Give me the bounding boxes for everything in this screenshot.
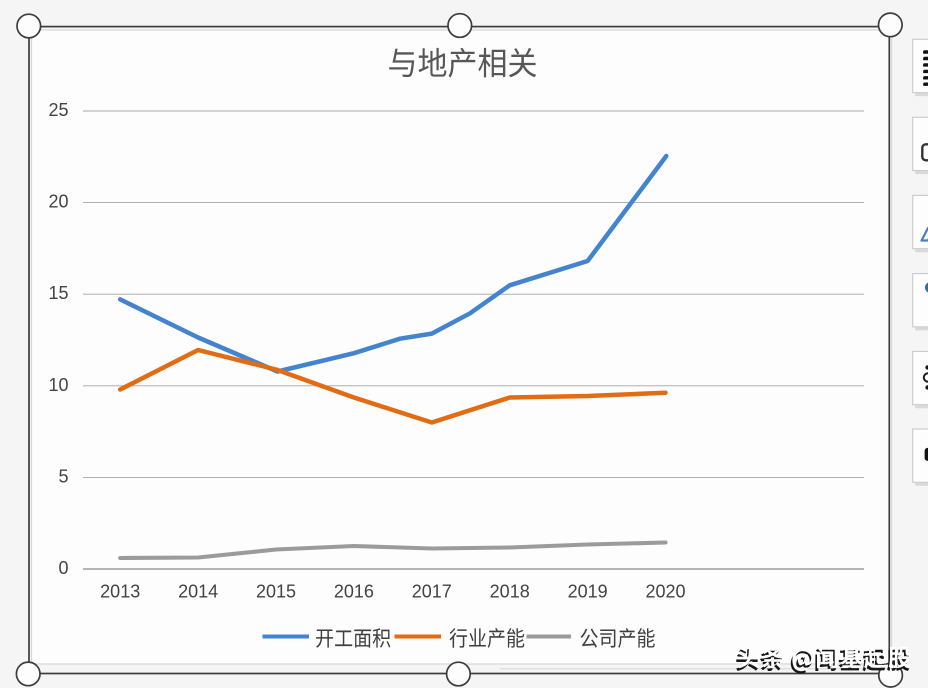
svg-text:5: 5 <box>58 466 68 486</box>
svg-text:10: 10 <box>48 375 68 395</box>
svg-text:25: 25 <box>48 100 68 120</box>
svg-text:20: 20 <box>48 192 68 212</box>
svg-text:2014: 2014 <box>178 582 218 602</box>
svg-text:2016: 2016 <box>334 582 374 602</box>
svg-text:0: 0 <box>58 558 68 578</box>
svg-text:2015: 2015 <box>256 582 296 602</box>
svg-text:2018: 2018 <box>490 582 530 602</box>
svg-text:2019: 2019 <box>568 582 608 602</box>
svg-text:2017: 2017 <box>412 582 452 602</box>
svg-text:2020: 2020 <box>645 582 685 602</box>
svg-text:15: 15 <box>48 283 68 303</box>
svg-text:2013: 2013 <box>100 582 140 602</box>
